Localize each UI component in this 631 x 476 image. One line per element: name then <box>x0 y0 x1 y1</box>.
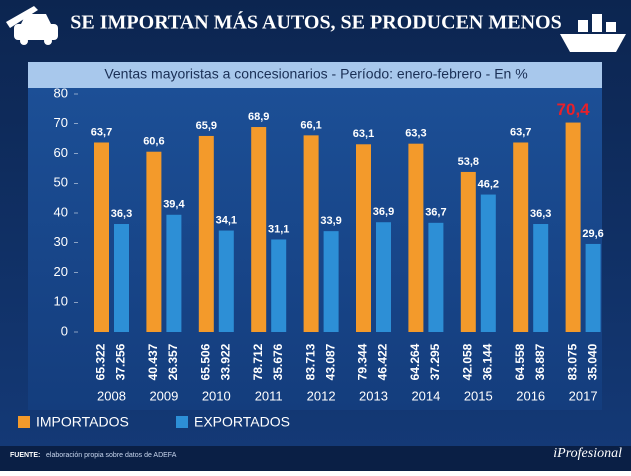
value-label: 63,7 <box>91 126 112 138</box>
bar <box>585 243 601 332</box>
y-tick-label: 40 <box>54 204 68 219</box>
bar <box>356 144 371 332</box>
bar <box>428 222 444 332</box>
bar <box>565 122 581 332</box>
x-tick-label: 2013 <box>359 388 388 403</box>
bar <box>271 239 287 332</box>
unit-label: 36.144 <box>480 343 494 380</box>
legend-swatch <box>18 416 30 428</box>
y-tick-label: 70 <box>54 115 68 130</box>
value-label: 63,1 <box>353 128 374 140</box>
value-label: 36,3 <box>530 208 551 220</box>
bar <box>114 224 129 332</box>
value-label: 70,4 <box>557 100 591 119</box>
bar <box>533 224 549 332</box>
legend-label: IMPORTADOS <box>36 414 129 430</box>
unit-label: 46.422 <box>376 343 390 380</box>
unit-label: 78.712 <box>251 343 265 380</box>
source: elaboración propia sobre datos de ADEFA <box>46 452 177 459</box>
x-tick-label: 2016 <box>516 388 545 403</box>
value-label: 66,1 <box>300 119 321 131</box>
value-label: 68,9 <box>248 111 269 123</box>
value-label: 34,1 <box>216 214 237 226</box>
bar <box>303 135 319 332</box>
unit-label: 79.344 <box>356 343 370 380</box>
unit-label: 26.357 <box>166 343 180 380</box>
value-label: 33,9 <box>320 215 341 227</box>
y-tick-label: 20 <box>54 264 68 279</box>
source-label: FUENTE: <box>10 452 40 459</box>
y-tick-label: 30 <box>54 234 68 249</box>
legend-swatch <box>176 416 188 428</box>
bar <box>323 231 339 332</box>
bar <box>94 142 109 332</box>
brand: iProfesional <box>553 446 622 461</box>
y-tick-label: 50 <box>54 175 68 190</box>
unit-label: 83.713 <box>303 343 317 380</box>
x-tick-label: 2011 <box>255 388 283 403</box>
ship-icon <box>560 14 626 52</box>
bar <box>408 143 424 332</box>
value-label: 39,4 <box>163 199 185 211</box>
subtitle-band <box>28 62 602 88</box>
x-tick-label: 2015 <box>464 388 493 403</box>
chart-subtitle: Ventas mayoristas a concesionarios - Per… <box>104 66 527 82</box>
bar <box>480 194 496 332</box>
legend-label: EXPORTADOS <box>194 414 290 430</box>
x-tick-label: 2012 <box>307 388 336 403</box>
value-label: 36,3 <box>111 208 132 220</box>
unit-label: 83.075 <box>565 343 579 380</box>
unit-label: 64.264 <box>408 343 422 380</box>
unit-label: 43.087 <box>323 343 337 380</box>
bar <box>218 230 234 332</box>
x-tick-label: 2014 <box>411 388 440 403</box>
value-label: 31,1 <box>268 223 289 235</box>
y-tick-label: 60 <box>54 145 68 160</box>
unit-label: 37.256 <box>114 343 128 380</box>
value-label: 65,9 <box>196 120 217 132</box>
x-tick-label: 2009 <box>149 388 178 403</box>
unit-label: 36.887 <box>533 343 547 380</box>
x-tick-label: 2017 <box>569 388 598 403</box>
y-tick-label: 0 <box>61 323 68 338</box>
value-label: 36,7 <box>425 207 446 219</box>
value-label: 63,7 <box>510 126 531 138</box>
bar <box>198 135 214 332</box>
value-label: 36,9 <box>373 206 394 218</box>
unit-label: 37.295 <box>428 343 442 380</box>
unit-label: 64.558 <box>513 343 527 380</box>
y-tick-label: 10 <box>54 294 68 309</box>
value-label: 29,6 <box>582 228 603 240</box>
unit-label: 33.922 <box>218 343 232 380</box>
bar <box>166 214 182 332</box>
bar <box>513 142 529 332</box>
bar <box>376 222 391 332</box>
value-label: 53,8 <box>458 156 479 168</box>
unit-label: 35.676 <box>271 343 285 380</box>
bar <box>460 171 476 332</box>
unit-label: 65.506 <box>198 343 212 380</box>
footer <box>0 446 631 471</box>
value-label: 60,6 <box>143 136 164 148</box>
bar <box>146 151 162 332</box>
unit-label: 65.322 <box>94 343 108 380</box>
value-label: 46,2 <box>478 178 499 190</box>
chart-title: SE IMPORTAN MÁS AUTOS, SE PRODUCEN MENOS <box>70 11 561 34</box>
bar <box>251 127 267 333</box>
car-icon <box>6 6 58 45</box>
x-tick-label: 2008 <box>97 388 126 403</box>
value-label: 63,3 <box>405 128 426 140</box>
y-tick-label: 80 <box>54 85 68 100</box>
unit-label: 35.040 <box>585 343 599 380</box>
unit-label: 42.058 <box>460 343 474 380</box>
x-tick-label: 2010 <box>202 388 231 403</box>
unit-label: 40.437 <box>146 343 160 380</box>
